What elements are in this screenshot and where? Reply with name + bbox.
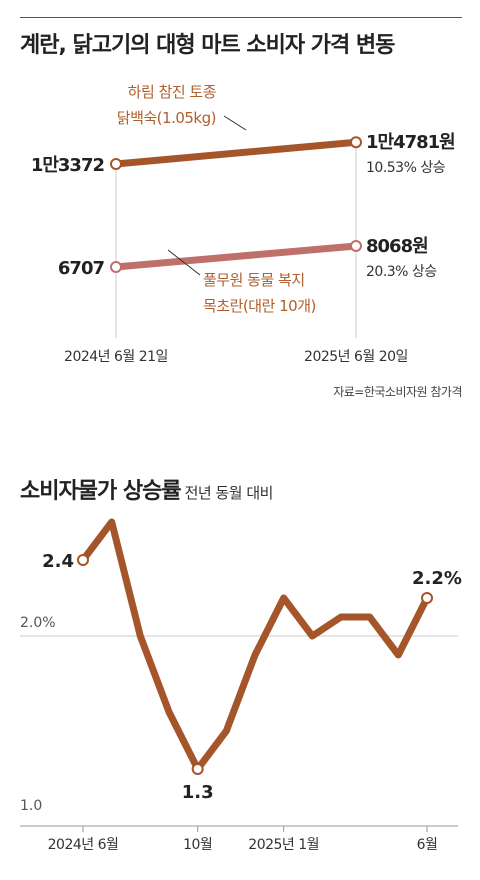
top-rule	[20, 17, 462, 18]
x-label-3: 2025년 1월	[248, 837, 319, 853]
series-2-name-line-1: 풀무원 동물 복지	[203, 271, 305, 289]
series-1-start-label: 1만3372	[31, 155, 104, 176]
x-label-end: 2025년 6월 20일	[304, 349, 408, 365]
chart2-title: 소비자물가 상승률	[20, 479, 182, 504]
label-first: 2.4	[42, 551, 74, 572]
series-line-1	[112, 138, 360, 168]
y-label-2: 2.0%	[20, 615, 56, 631]
x-label-1: 2024년 6월	[48, 837, 119, 853]
chart1-title: 계란, 닭고기의 대형 마트 소비자 가격 변동	[20, 33, 395, 58]
x-label-start: 2024년 6월 21일	[64, 349, 168, 365]
series-2-change: 20.3% 상승	[366, 264, 437, 280]
series-2-name-line-2: 목초란(대란 10개)	[203, 297, 316, 315]
series-1-point-2	[350, 136, 362, 149]
series-1-point-1	[110, 158, 122, 170]
series-1-name-line-2: 닭백숙(1.05kg)	[117, 109, 216, 127]
point-last	[421, 592, 433, 604]
x-label-4: 6월	[417, 837, 438, 853]
series-2-leader	[167, 249, 201, 276]
chart2-subtitle: 전년 동월 대비	[184, 484, 274, 502]
x-label-2: 10월	[183, 837, 212, 853]
series-1-leader	[223, 115, 247, 131]
series-line-2	[112, 242, 360, 271]
series-2-point-2	[350, 239, 362, 252]
label-last: 2.2%	[412, 568, 462, 589]
series-1-change: 10.53% 상승	[366, 160, 446, 176]
series-1-end-label: 1만4781원	[366, 132, 455, 153]
series-2-point-1	[110, 261, 122, 273]
y-label-1: 1.0	[20, 798, 42, 814]
cpi-line	[79, 518, 431, 773]
series-1-name-line-1: 하림 참진 토종	[128, 83, 216, 101]
source-note: 자료=한국소비자원 참가격	[333, 385, 462, 399]
point-first	[77, 554, 89, 566]
price-change-chart: 1만3372 6707 1만4781원 10.53% 상승 8068원 20.3% 상승 하…	[31, 83, 456, 365]
series-2-start-label: 6707	[58, 258, 105, 279]
chart2-title-block: 소비자물가 상승률 전년 동월 대비	[20, 473, 273, 505]
label-min: 1.3	[182, 782, 214, 803]
series-2-end-label: 8068원	[366, 236, 428, 257]
point-min	[191, 763, 204, 775]
